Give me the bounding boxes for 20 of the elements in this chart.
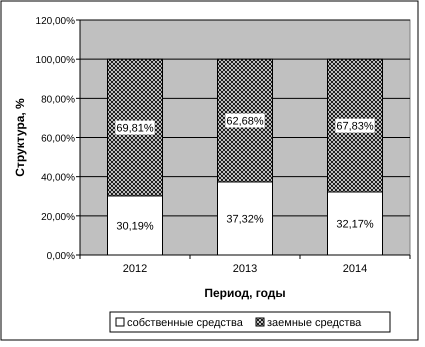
- y-axis-title: Структура, %: [13, 98, 27, 177]
- legend-label: собственные средства: [127, 317, 244, 329]
- x-tick-label: 2012: [122, 263, 148, 275]
- x-tick-label: 2014: [342, 263, 368, 275]
- data-label: 32,17%: [336, 218, 374, 230]
- x-tick-label: 2013: [232, 263, 258, 275]
- y-tick-label: 100,00%: [36, 55, 76, 66]
- y-tick-label: 60,00%: [41, 134, 76, 144]
- y-tick-label: 40,00%: [41, 172, 76, 184]
- y-tick-label: 80,00%: [41, 94, 76, 106]
- data-label: 69,81%: [116, 122, 154, 135]
- data-label: 62,68%: [226, 116, 264, 128]
- data-label: 30,19%: [116, 220, 154, 232]
- y-tick-label: 20,00%: [41, 212, 76, 223]
- x-axis-title: Период, годы: [204, 286, 286, 300]
- legend-label: заемные средства: [267, 317, 362, 329]
- data-label: 37,32%: [226, 213, 264, 226]
- data-label: 67,83%: [336, 120, 374, 133]
- y-tick-label: 120,00%: [36, 16, 76, 27]
- y-tick-label: 0,00%: [46, 251, 76, 262]
